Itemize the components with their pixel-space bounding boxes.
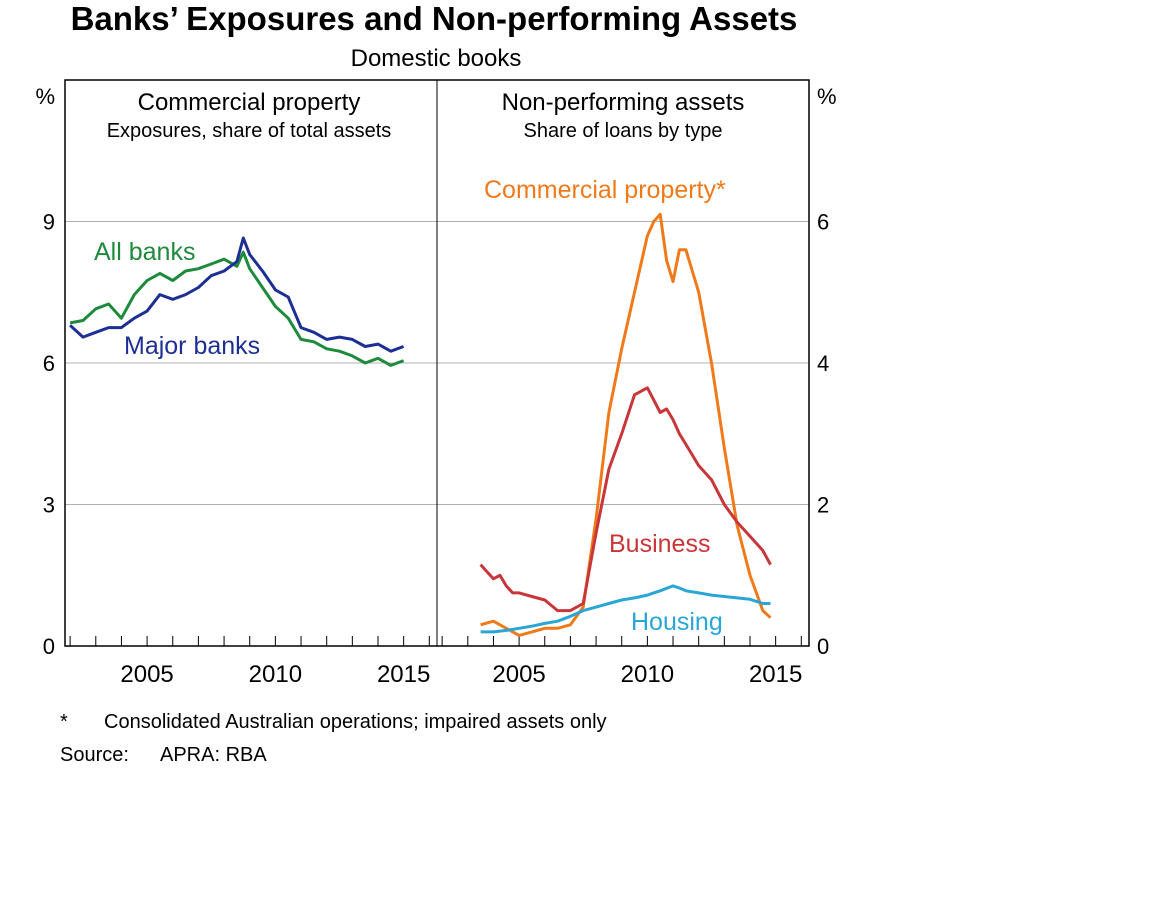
x-tick-label: 2010 <box>621 661 674 688</box>
y-tick-label: 4 <box>817 351 829 376</box>
panel-title: Non-performing assets <box>502 89 745 116</box>
footnote-text: Consolidated Australian operations; impa… <box>104 711 607 733</box>
x-tick-label: 2015 <box>749 661 802 688</box>
y-tick-label: 6 <box>43 351 55 376</box>
series-line-commercial-property <box>480 212 772 637</box>
series-line-business <box>479 386 772 613</box>
panel-subtitle: Exposures, share of total assets <box>107 120 392 142</box>
y-tick-label: 2 <box>817 493 829 518</box>
y-tick-label: 6 <box>817 210 829 235</box>
chart-title: Banks’ Exposures and Non-performing Asse… <box>71 0 798 37</box>
x-tick-label: 2005 <box>492 661 545 688</box>
y-tick-label: 0 <box>817 634 829 659</box>
series-line-all-banks <box>69 250 405 367</box>
panel-title: Commercial property <box>138 89 361 116</box>
plot-area: 0 3 6 9% 2005 2010 2015 Commercial property Expo… <box>35 79 837 688</box>
x-tick-label: 2010 <box>249 661 302 688</box>
series-line-major-banks <box>69 236 405 353</box>
series-line-housing <box>480 584 771 634</box>
panel-subtitle: Share of loans by type <box>523 120 722 142</box>
series-label: All banks <box>94 238 195 266</box>
y-tick-label: 9 <box>43 210 55 235</box>
y-tick-label: 3 <box>43 493 55 518</box>
source-text: APRA: RBA <box>160 744 267 766</box>
series-label: Commercial property* <box>484 176 726 204</box>
series-label: Business <box>609 530 710 558</box>
y-axis-unit: % <box>817 84 837 109</box>
source-label: Source: <box>60 744 129 766</box>
series-label: Major banks <box>124 332 260 360</box>
chart-subtitle: Domestic books <box>351 45 522 72</box>
y-tick-label: 0 <box>43 634 55 659</box>
y-axis-unit: % <box>35 84 55 109</box>
series-label: Housing <box>631 608 723 636</box>
x-tick-label: 2015 <box>377 661 430 688</box>
footnote-marker: * <box>60 711 68 733</box>
x-tick-label: 2005 <box>120 661 173 688</box>
